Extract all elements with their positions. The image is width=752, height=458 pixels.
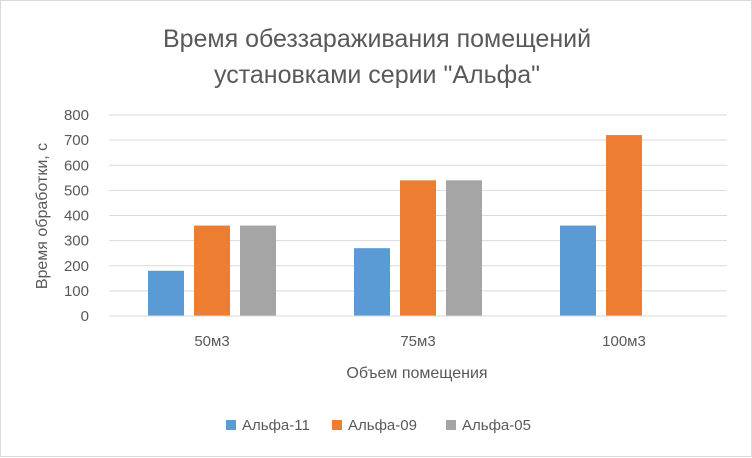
x-tick-label: 50м3: [194, 333, 229, 350]
legend-swatch: [332, 420, 342, 430]
bar-Альфа-09-75м3: [400, 180, 436, 316]
chart-title-line-1: Время обеззараживания помещений: [163, 25, 591, 53]
y-tick-label: 400: [64, 208, 89, 225]
x-axis-title: Объем помещения: [346, 365, 487, 382]
y-tick-label: 500: [64, 182, 89, 199]
y-tick-label: 600: [64, 157, 89, 174]
bar-Альфа-09-100м3: [606, 135, 642, 316]
y-tick-label: 300: [64, 233, 89, 250]
x-tick-label: 100м3: [602, 333, 646, 350]
y-tick-label: 0: [81, 308, 89, 325]
legend-swatch: [226, 420, 236, 430]
y-tick-label: 700: [64, 132, 89, 149]
y-tick-label: 800: [64, 107, 89, 124]
y-tick-label: 100: [64, 283, 89, 300]
bar-Альфа-11-100м3: [560, 225, 596, 316]
bars: [148, 135, 642, 316]
bar-Альфа-05-50м3: [240, 225, 276, 316]
legend-swatch: [446, 420, 456, 430]
chart-title-line-2: установками серии "Альфа": [214, 61, 540, 89]
legend: Альфа-11 Альфа-09 Альфа-05: [226, 417, 531, 434]
x-tick-label: 75м3: [400, 333, 435, 350]
bar-Альфа-09-50м3: [194, 225, 230, 316]
legend-label: Альфа-05: [462, 417, 531, 434]
legend-label: Альфа-09: [348, 417, 417, 434]
y-axis-ticks: 0 100 200 300 400 500 600 700 800: [64, 107, 89, 325]
bar-Альфа-05-75м3: [446, 180, 482, 316]
legend-label: Альфа-11: [242, 417, 310, 434]
x-axis-ticks: 50м3 75м3 100м3: [194, 333, 646, 350]
y-tick-label: 200: [64, 258, 89, 275]
bar-Альфа-11-50м3: [148, 270, 184, 316]
bar-Альфа-11-75м3: [354, 248, 390, 316]
y-axis-title: Время обработки, с: [34, 143, 51, 289]
